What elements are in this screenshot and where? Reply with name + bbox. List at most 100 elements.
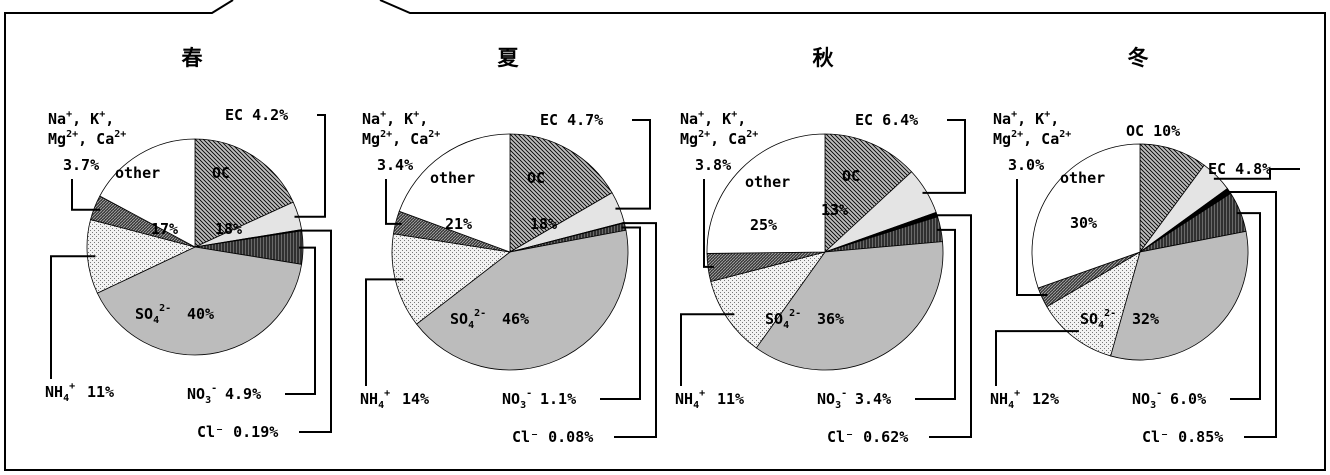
label-no3-name: NO3- [817,388,847,411]
slice-other [706,133,826,254]
slice-oc [194,138,294,248]
slice-other-name: other [115,164,160,182]
chart-frame [4,0,1326,471]
leader-no3 [1230,212,1261,400]
label-nh4-name: NH4+ [990,388,1020,411]
slice-oc-value: 18% [530,215,557,233]
label-ec: EC 4.2% [225,106,288,124]
leader-cl [299,229,332,433]
label-ec: EC 4.8% [1208,160,1271,178]
label-cations-value: 3.8% [695,156,731,174]
label-no3-name: NO3- [1132,388,1162,411]
label-cations-value: 3.7% [63,156,99,174]
label-no3-name: NO3- [187,383,217,406]
label-ec: EC 6.4% [855,111,918,129]
slice-oc-name: OC [842,167,860,185]
label-no3-name: NO3- [502,388,532,411]
leader-no3 [600,226,641,400]
label-cations-name: Na+, K+, [48,109,114,128]
slice-so4-value: 40% [187,305,214,323]
slice-other [398,133,511,253]
label-nh4-value: 11% [87,383,114,401]
label-no3-value: 3.4% [855,390,891,408]
label-nh4-name: NH4+ [360,388,390,411]
slice-oc [509,133,613,253]
slice-oc-name: OC [212,164,230,182]
pie-title: 秋 [813,46,835,70]
label-no3-value: 1.1% [540,390,576,408]
leader-nh4 [50,255,96,379]
slice-so4 [416,229,629,371]
label-cations-value: 3.4% [377,156,413,174]
slice-so4 [755,241,944,371]
slice-other-name: other [1060,169,1105,187]
label-oc: OC 10% [1126,122,1180,140]
slice-so4-value: 36% [817,310,844,328]
label-cations-name-2: Mg2+, Ca2+ [680,129,758,148]
slice-other-value: 25% [750,216,777,234]
frame-top-left-notch [4,0,1326,471]
slice-so4-value: 32% [1132,310,1159,328]
leader-nh4 [680,313,735,386]
slice-so4 [96,246,303,356]
leader-nh4 [995,330,1079,386]
leader-nh4 [365,278,404,386]
slice-other-value: 30% [1070,214,1097,232]
label-cations-name-2: Mg2+, Ca2+ [362,129,440,148]
slice-nh4 [710,251,826,349]
label-nh4-value: 14% [402,390,429,408]
slice-oc-value: 13% [821,201,848,219]
slice-other-value: 21% [445,215,472,233]
slice-so4 [1110,230,1249,361]
pie-title: 冬 [1128,46,1149,70]
label-cl: Cl⁻ 0.19% [197,423,278,441]
slice-oc-value: 18% [215,220,242,238]
label-cl: Cl⁻ 0.85% [1142,428,1223,446]
leader-cl [929,214,972,438]
label-no3-value: 6.0% [1170,390,1206,408]
leader-ec [922,119,966,194]
leader-cations [1016,179,1048,297]
slice-nh4 [1046,251,1141,357]
label-cations-name: Na+, K+, [993,109,1059,128]
label-nh4-name: NH4+ [45,381,75,404]
leader-no3 [285,246,316,395]
slice-oc-name: OC [527,169,545,187]
slice-oc [824,133,913,253]
slice-other [99,138,196,248]
leader-ec [294,114,326,218]
slice-other-name: other [745,173,790,191]
label-nh4-name: NH4+ [675,388,705,411]
label-cl: Cl⁻ 0.62% [827,428,908,446]
label-cations-value: 3.0% [1008,156,1044,174]
pie-title: 春 [182,46,204,70]
slice-nh4 [391,233,511,325]
pie-title: 夏 [498,46,520,70]
slice-other-value: 17% [151,220,178,238]
leader-cations [71,179,101,211]
leader-cl [1227,191,1277,438]
slice-so4-value: 46% [502,310,529,328]
leader-ec [1213,168,1300,180]
label-nh4-value: 11% [717,390,744,408]
leader-ec [615,119,651,210]
label-cl: Cl⁻ 0.08% [512,428,593,446]
leader-cations [703,179,714,268]
label-cations-name-2: Mg2+, Ca2+ [993,129,1071,148]
label-cations-name-2: Mg2+, Ca2+ [48,129,126,148]
leader-cations [385,179,402,225]
leader-no3 [915,228,956,400]
leader-cl [614,222,657,438]
label-cations-name: Na+, K+, [680,109,746,128]
label-ec: EC 4.7% [540,111,603,129]
label-nh4-value: 12% [1032,390,1059,408]
slice-other [1031,143,1141,289]
label-no3-value: 4.9% [225,385,261,403]
label-cations-name: Na+, K+, [362,109,428,128]
